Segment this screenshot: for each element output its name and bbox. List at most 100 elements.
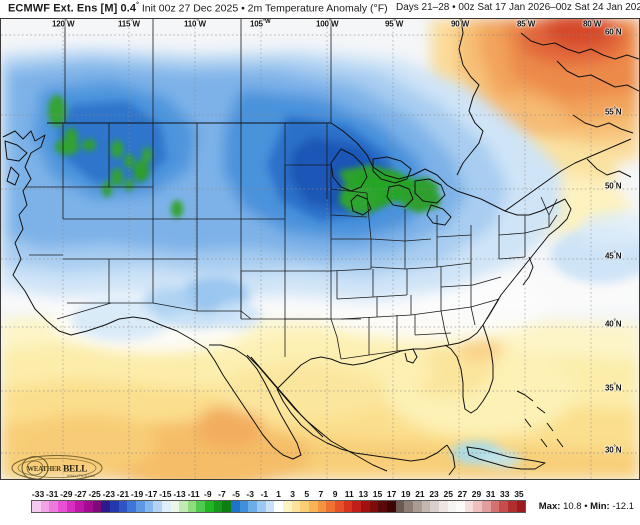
colorbar-swatch xyxy=(265,501,275,512)
colorbar-tick: -3 xyxy=(246,489,254,499)
colorbar-swatch xyxy=(239,501,249,512)
colorbar-swatch xyxy=(352,501,361,512)
colorbar-swatch xyxy=(360,501,370,512)
colorbar-swatch xyxy=(343,501,353,512)
svg-text:WEATHER: WEATHER xyxy=(27,465,62,473)
colorbar-tick: 1 xyxy=(276,489,281,499)
colorbar-swatch xyxy=(438,501,448,512)
colorbar-swatch xyxy=(205,501,214,512)
colorbar-tick: 7 xyxy=(318,489,324,499)
colorbar-tick: 23 xyxy=(429,489,439,499)
max-value: 10.8 xyxy=(563,501,582,512)
colorbar-tick: 5 xyxy=(304,489,310,499)
colorbar-swatch xyxy=(369,501,379,512)
colorbar-swatch xyxy=(66,501,76,512)
colorbar-swatch xyxy=(317,501,327,512)
colorbar[interactable] xyxy=(31,500,526,513)
colorbar-swatch xyxy=(231,501,240,512)
colorbar-tick: -27 xyxy=(74,489,87,499)
colorbar-swatch xyxy=(257,501,266,512)
colorbar-swatch xyxy=(300,501,309,512)
colorbar-swatch xyxy=(144,501,154,512)
colorbar-swatch xyxy=(412,501,422,512)
colorbar-swatch xyxy=(447,501,457,512)
colorbar-swatch xyxy=(118,501,128,512)
colorbar-swatch xyxy=(334,501,344,512)
colorbar-tick: -11 xyxy=(187,489,200,499)
colorbar-swatch xyxy=(75,501,84,512)
colorbar-swatch xyxy=(508,501,517,512)
colorbar-swatch xyxy=(92,501,102,512)
colorbar-swatch xyxy=(57,501,67,512)
colorbar-tick: -19 xyxy=(130,489,144,499)
colorbar-tick: 17 xyxy=(386,489,397,499)
colorbar-swatch xyxy=(135,501,145,512)
colorbar-swatch xyxy=(248,501,258,512)
stats-separator: • xyxy=(581,501,591,512)
colorbar-tick: -7 xyxy=(218,489,226,499)
model-name: ECMWF Ext. Ens [M] 0.4 xyxy=(8,2,137,15)
colorbar-swatch xyxy=(274,501,284,512)
colorbar-tick: 29 xyxy=(471,489,482,499)
colorbar-tick: -13 xyxy=(173,489,186,499)
graticule xyxy=(1,19,639,479)
model-resolution-degree: ° xyxy=(136,2,139,9)
colorbar-tick: 3 xyxy=(290,489,296,499)
colorbar-swatch xyxy=(222,501,232,512)
colorbar-tick: 21 xyxy=(415,489,425,499)
colorbar-swatch xyxy=(464,501,474,512)
colorbar-swatch xyxy=(456,501,465,512)
colorbar-tick: 9 xyxy=(332,489,338,499)
colorbar-tick: -25 xyxy=(88,489,101,499)
colorbar-tick: 31 xyxy=(485,489,496,499)
colorbar-swatch xyxy=(32,501,41,512)
colorbar-swatch xyxy=(291,501,301,512)
colorbar-swatch xyxy=(309,501,318,512)
colorbar-tick: 11 xyxy=(344,489,354,499)
colorbar-swatch xyxy=(40,501,50,512)
header-valid-range: Days 21–28 • 00z Sat 17 Jan 2026–00z Sat… xyxy=(396,2,640,13)
colorbar-swatch xyxy=(179,501,188,512)
colorbar-swatch xyxy=(386,501,396,512)
colorbar-tick: -29 xyxy=(60,489,73,499)
colorbar-swatch xyxy=(213,501,223,512)
max-label: Max: xyxy=(538,501,564,512)
colorbar-swatch xyxy=(127,501,136,512)
colorbar-tick: -1 xyxy=(260,489,269,499)
map-container[interactable]: 120°W 115°W 110°W 105°W 100°W 95°W 90°W … xyxy=(0,18,640,480)
colorbar-swatch xyxy=(378,501,387,512)
colorbar-tick: -9 xyxy=(204,489,212,499)
colorbar-swatch xyxy=(430,501,439,512)
svg-text:BELL: BELL xyxy=(63,465,87,475)
colorbar-swatch xyxy=(101,501,110,512)
temperature-anomaly-raster xyxy=(1,19,639,479)
colorbar-swatch xyxy=(499,501,509,512)
colorbar-swatch xyxy=(153,501,162,512)
colorbar-tick: -31 xyxy=(46,489,59,499)
colorbar-tick-labels: -33 -31 -29 -27 -25 -23 -21 -19 -17 -15 -13 -11 -9 -7… xyxy=(0,489,640,501)
colorbar-tick: 27 xyxy=(457,489,468,499)
header-init-field: Init 00z 27 Dec 2025 • 2m Temperature An… xyxy=(141,2,388,15)
colorbar-tick: 19 xyxy=(401,489,411,499)
map-boundaries xyxy=(2,19,639,476)
colorbar-swatch xyxy=(404,501,413,512)
state-boundaries xyxy=(25,19,558,360)
header-title: ECMWF Ext. Ens [M] 0.4° Init 00z 27 Dec … xyxy=(8,2,388,15)
colorbar-tick: -21 xyxy=(116,489,130,499)
colorbar-swatch xyxy=(473,501,483,512)
colorbar-swatch xyxy=(196,501,206,512)
colorbar-swatch xyxy=(83,501,93,512)
colorbar-swatch xyxy=(421,501,431,512)
colorbar-tick: 33 xyxy=(500,489,510,499)
weatherbell-logo[interactable]: WEATHER BELL ANALYTICS LLC xyxy=(11,455,103,479)
header-bar: ECMWF Ext. Ens [M] 0.4° Init 00z 27 Dec … xyxy=(0,0,640,18)
svg-text:ANALYTICS LLC: ANALYTICS LLC xyxy=(67,474,96,478)
colorbar-swatch xyxy=(109,501,119,512)
colorbar-tick: -15 xyxy=(159,489,172,499)
colorbar-tick: -23 xyxy=(102,489,115,499)
colorbar-tick: -17 xyxy=(145,489,158,499)
min-label: Min: xyxy=(590,501,613,512)
min-value: -12.1 xyxy=(612,501,634,512)
colorbar-tick: 13 xyxy=(358,489,369,499)
